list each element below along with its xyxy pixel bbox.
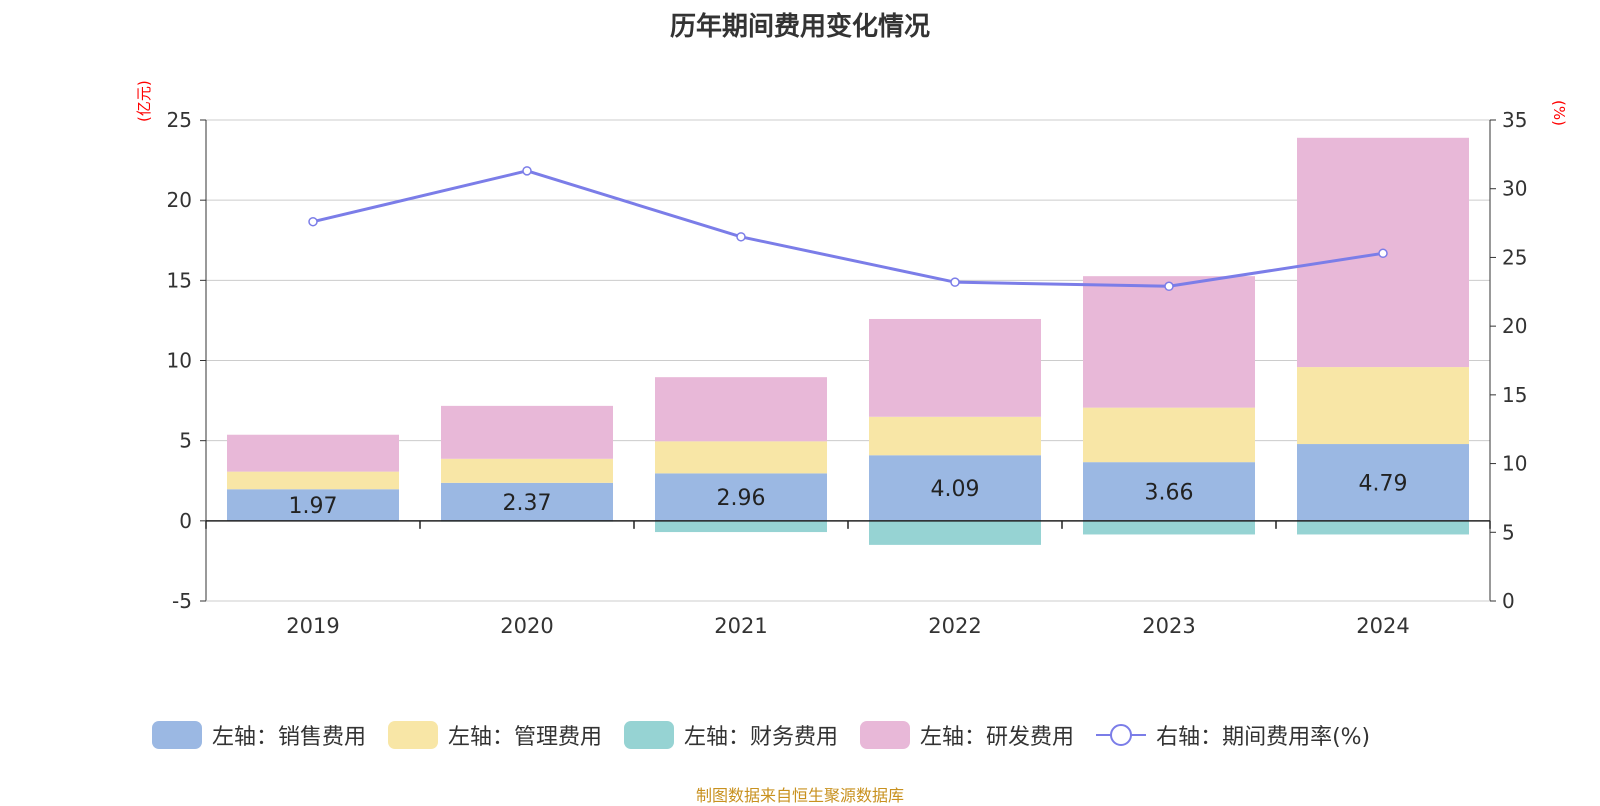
bar-2022-s1 — [869, 416, 1041, 456]
y-left-tick-label: 5 — [179, 429, 192, 453]
x-tick-label: 2021 — [714, 614, 767, 638]
x-tick-label: 2020 — [500, 614, 553, 638]
source-note: 制图数据来自恒生聚源数据库 — [695, 786, 904, 805]
y-left-tick-label: 10 — [167, 349, 192, 373]
legend: 左轴：销售费用 左轴：管理费用 左轴：财务费用 左轴：研发费用 右轴：期间费用率… — [152, 719, 1392, 751]
x-tick-label: 2019 — [286, 614, 339, 638]
legend-swatch-rnd — [860, 721, 911, 749]
bar-2021-s1 — [655, 441, 827, 474]
bar-2022-s2 — [869, 520, 1041, 545]
legend-label-rnd: 左轴：研发费用 — [920, 725, 1075, 750]
bar-2024-s0 — [1297, 444, 1469, 521]
legend-swatch-admin — [388, 721, 439, 749]
bar-data-label: 4.09 — [931, 477, 980, 502]
legend-item-expense-rate[interactable]: 右轴：期间费用率(%) — [1096, 719, 1370, 751]
bar-2021-s3 — [655, 377, 827, 442]
legend-label-admin: 左轴：管理费用 — [448, 725, 603, 750]
y-right-tick-label: 25 — [1502, 245, 1527, 269]
y-left-tick-label: 20 — [167, 188, 192, 212]
bar-2021-s0 — [655, 473, 827, 521]
bar-2020-s3 — [441, 405, 613, 459]
legend-swatch-finance — [624, 721, 675, 749]
y-left-tick-label: -5 — [172, 589, 192, 613]
expense-rate-point — [736, 232, 746, 242]
expense-rate-point — [950, 277, 960, 287]
y-left-tick-label: 25 — [167, 108, 192, 132]
legend-line-icon — [1096, 724, 1147, 746]
bar-2022-s0 — [869, 455, 1041, 521]
legend-item-rnd[interactable]: 左轴：研发费用 — [860, 719, 1074, 751]
y-right-tick-label: 20 — [1502, 314, 1527, 338]
bar-2020-s0 — [441, 482, 613, 521]
bar-2023-s2 — [1083, 520, 1255, 535]
bar-2020-s1 — [441, 458, 613, 483]
expense-rate-point — [1164, 281, 1174, 292]
expense-rate-point — [1378, 248, 1388, 259]
bar-data-label: 1.97 — [289, 494, 338, 519]
y-right-tick-label: 30 — [1502, 177, 1527, 201]
chart-title: 历年期间费用变化情况 — [669, 12, 930, 42]
bar-data-label: 2.37 — [503, 491, 552, 516]
bar-2022-s3 — [869, 318, 1041, 417]
bar-data-label: 4.79 — [1359, 471, 1408, 496]
legend-label-expense-rate: 右轴：期间费用率(%) — [1156, 725, 1371, 750]
legend-swatch-sales — [152, 721, 202, 749]
y-right-tick-label: 5 — [1502, 520, 1515, 544]
y-right-tick-label: 15 — [1502, 383, 1527, 407]
bar-data-label: 2.96 — [717, 486, 766, 511]
expense-rate-point — [308, 216, 318, 227]
bar-2021-s2 — [655, 520, 827, 533]
bar-2019-s1 — [227, 471, 399, 490]
x-tick-label: 2024 — [1356, 614, 1409, 638]
legend-label-sales: 左轴：销售费用 — [212, 725, 367, 750]
legend-item-finance[interactable]: 左轴：财务费用 — [624, 719, 838, 751]
bar-2023-s0 — [1083, 462, 1255, 521]
legend-item-admin[interactable]: 左轴：管理费用 — [388, 719, 602, 751]
legend-label-finance: 左轴：财务费用 — [684, 725, 839, 750]
y-right-tick-label: 0 — [1502, 589, 1515, 613]
y-left-tick-label: 0 — [179, 509, 192, 533]
y-left-tick-label: 15 — [167, 268, 192, 292]
legend-item-sales[interactable]: 左轴：销售费用 — [152, 719, 366, 751]
bar-2019-s3 — [227, 434, 399, 472]
x-tick-label: 2023 — [1142, 614, 1195, 638]
y-right-tick-label: 35 — [1502, 108, 1527, 132]
bar-2023-s3 — [1083, 276, 1255, 408]
x-tick-label: 2022 — [928, 614, 981, 638]
y-right-tick-label: 10 — [1502, 452, 1527, 476]
bar-2024-s1 — [1297, 367, 1469, 445]
bar-2023-s1 — [1083, 407, 1255, 463]
bar-2019-s0 — [227, 489, 399, 521]
expense-rate-point — [522, 166, 532, 176]
bar-2024-s2 — [1297, 520, 1469, 535]
bar-data-label: 3.66 — [1145, 480, 1194, 505]
expense-rate-line — [312, 169, 1384, 288]
